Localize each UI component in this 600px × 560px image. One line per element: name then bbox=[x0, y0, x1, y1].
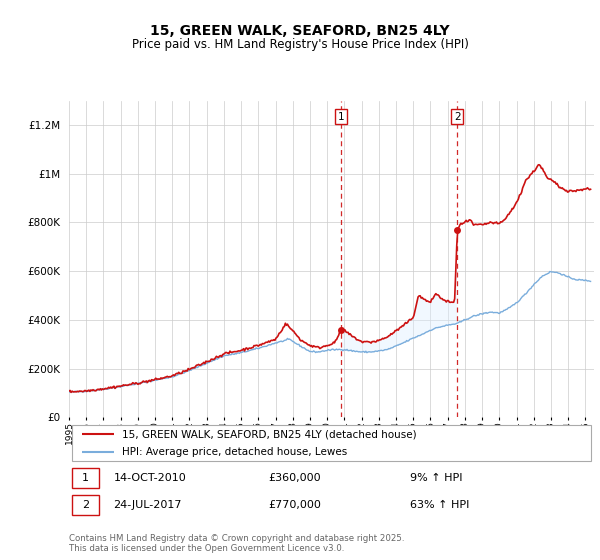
Text: Contains HM Land Registry data © Crown copyright and database right 2025.
This d: Contains HM Land Registry data © Crown c… bbox=[69, 534, 404, 553]
Text: HPI: Average price, detached house, Lewes: HPI: Average price, detached house, Lewe… bbox=[121, 447, 347, 457]
Text: 24-JUL-2017: 24-JUL-2017 bbox=[113, 500, 182, 510]
FancyBboxPatch shape bbox=[71, 468, 99, 488]
Text: 15, GREEN WALK, SEAFORD, BN25 4LY: 15, GREEN WALK, SEAFORD, BN25 4LY bbox=[150, 24, 450, 38]
FancyBboxPatch shape bbox=[71, 494, 99, 515]
FancyBboxPatch shape bbox=[71, 424, 592, 461]
Text: 1: 1 bbox=[337, 112, 344, 122]
Text: 15, GREEN WALK, SEAFORD, BN25 4LY (detached house): 15, GREEN WALK, SEAFORD, BN25 4LY (detac… bbox=[121, 429, 416, 439]
Text: Price paid vs. HM Land Registry's House Price Index (HPI): Price paid vs. HM Land Registry's House … bbox=[131, 38, 469, 50]
Text: 2: 2 bbox=[82, 500, 89, 510]
Text: 9% ↑ HPI: 9% ↑ HPI bbox=[410, 473, 463, 483]
Text: 2: 2 bbox=[454, 112, 461, 122]
Text: 1: 1 bbox=[82, 473, 89, 483]
Text: 14-OCT-2010: 14-OCT-2010 bbox=[113, 473, 187, 483]
Text: £770,000: £770,000 bbox=[269, 500, 322, 510]
Text: 63% ↑ HPI: 63% ↑ HPI bbox=[410, 500, 470, 510]
Text: £360,000: £360,000 bbox=[269, 473, 321, 483]
